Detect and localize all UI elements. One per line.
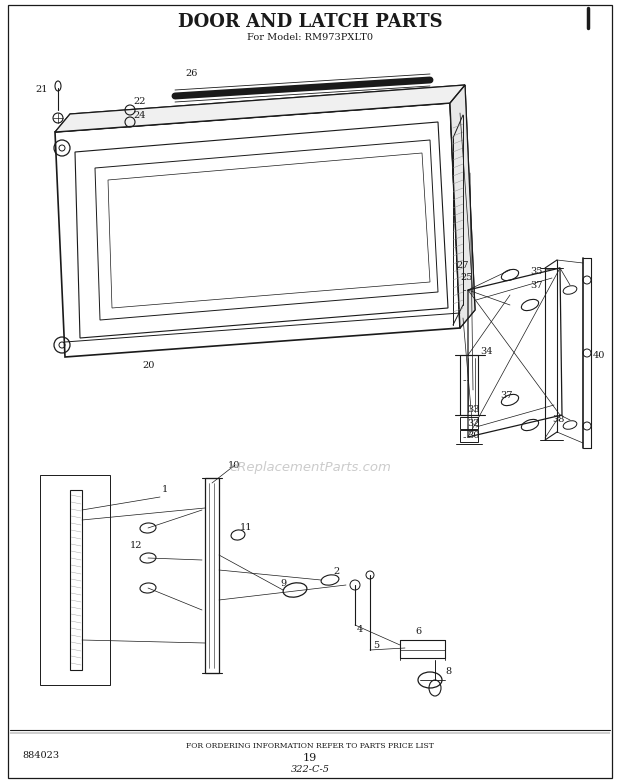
Text: 33: 33 [467,406,479,414]
Bar [205,478,219,673]
Text: 19: 19 [303,753,317,763]
Text: 35: 35 [530,267,542,277]
Bar [40,475,110,685]
Text: 25: 25 [460,274,472,282]
Polygon shape [450,85,475,328]
Text: 10: 10 [228,461,241,469]
Text: 8: 8 [445,668,451,676]
Text: 6: 6 [415,627,421,637]
Text: 40: 40 [593,350,605,360]
Text: 884023: 884023 [22,752,59,761]
Text: 37: 37 [500,390,513,400]
Text: 20: 20 [142,361,154,370]
Text: 34: 34 [480,347,492,357]
Text: 26: 26 [185,69,197,77]
Bar [460,355,478,415]
Text: 30: 30 [467,432,479,440]
Text: 32: 32 [467,418,479,428]
Text: 21: 21 [35,85,48,95]
Text: 4: 4 [357,626,363,634]
Bar [70,490,82,670]
Text: 38: 38 [552,415,564,425]
Text: 27: 27 [456,260,469,270]
Text: 22: 22 [133,98,146,106]
Bar [460,417,478,429]
Text: 24: 24 [133,110,146,120]
Text: 322-C-5: 322-C-5 [291,766,329,774]
Text: 37: 37 [530,281,542,289]
Text: 12: 12 [130,540,143,550]
Text: DOOR AND LATCH PARTS: DOOR AND LATCH PARTS [178,13,442,31]
Bar [400,640,445,658]
Bar [460,430,478,442]
Polygon shape [55,85,465,132]
Text: 9: 9 [280,579,286,587]
Text: 2: 2 [333,568,339,576]
Text: eReplacementParts.com: eReplacementParts.com [229,461,391,475]
Text: 1: 1 [162,486,168,494]
Text: 5: 5 [373,640,379,650]
Text: For Model: RM973PXLT0: For Model: RM973PXLT0 [247,34,373,42]
Text: FOR ORDERING INFORMATION REFER TO PARTS PRICE LIST: FOR ORDERING INFORMATION REFER TO PARTS … [186,742,434,750]
Text: 11: 11 [240,523,252,533]
